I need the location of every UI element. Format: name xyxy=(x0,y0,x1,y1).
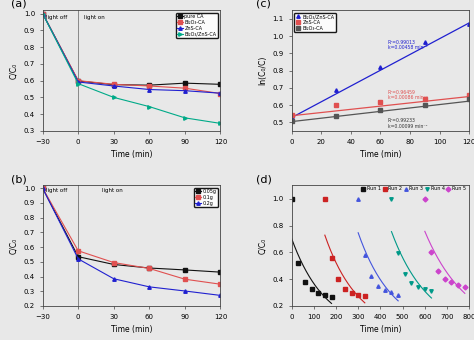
0.2g xyxy=(182,289,188,293)
Bi₂O₃/ZnS-CA xyxy=(146,105,152,109)
pure CA xyxy=(146,83,152,87)
Legend: Run 1, Run 2, Run 3, Run 4, Run 5: Run 1, Run 2, Run 3, Run 4, Run 5 xyxy=(360,185,467,192)
Y-axis label: C/C₀: C/C₀ xyxy=(258,238,267,254)
Line: ZnS-CA: ZnS-CA xyxy=(41,12,222,95)
0.2g xyxy=(218,293,223,298)
ZnS-CA xyxy=(75,80,81,84)
Bi₂O₃/ZnS-CA xyxy=(466,22,472,26)
ZnS-CA xyxy=(466,93,472,97)
0.1g xyxy=(111,260,117,265)
pure CA xyxy=(75,79,81,83)
Bi₂O₃-CA xyxy=(466,97,472,101)
ZnS-CA xyxy=(218,91,223,95)
Bi₂O₃-CA xyxy=(146,84,152,88)
0.2g xyxy=(111,277,117,281)
0.1g xyxy=(218,282,223,286)
0.05g xyxy=(182,268,188,272)
Line: 0.2g: 0.2g xyxy=(41,186,222,297)
ZnS-CA xyxy=(377,100,383,104)
Line: Bi₂O₃-CA: Bi₂O₃-CA xyxy=(41,12,222,95)
X-axis label: Time (min): Time (min) xyxy=(111,325,152,334)
Y-axis label: C/C₀: C/C₀ xyxy=(9,238,18,254)
Bi₂O₃/ZnS-CA xyxy=(182,116,188,120)
Bi₂O₃/ZnS-CA xyxy=(75,82,81,86)
Text: (a): (a) xyxy=(10,0,26,9)
Legend: Bi₂O₃/ZnS-CA, ZnS-CA, Bi₂O₃-CA: Bi₂O₃/ZnS-CA, ZnS-CA, Bi₂O₃-CA xyxy=(294,13,336,32)
ZnS-CA xyxy=(182,89,188,93)
Bi₂O₃-CA xyxy=(40,12,46,16)
Bi₂O₃-CA xyxy=(289,119,294,123)
pure CA xyxy=(111,83,117,87)
Bi₂O₃/ZnS-CA xyxy=(40,12,46,16)
Text: (c): (c) xyxy=(256,0,271,9)
0.05g xyxy=(40,186,46,190)
Bi₂O₃-CA xyxy=(422,103,428,107)
ZnS-CA xyxy=(333,102,339,106)
Bi₂O₃/ZnS-CA xyxy=(377,65,383,69)
ZnS-CA xyxy=(40,12,46,16)
Text: R²=0.99013
k=0.00458 min⁻¹: R²=0.99013 k=0.00458 min⁻¹ xyxy=(388,39,428,50)
Line: pure CA: pure CA xyxy=(41,12,222,87)
pure CA xyxy=(40,12,46,16)
ZnS-CA xyxy=(289,113,294,117)
pure CA xyxy=(182,81,188,85)
Bi₂O₃-CA xyxy=(182,86,188,90)
Bi₂O₃-CA xyxy=(75,79,81,83)
ZnS-CA xyxy=(111,84,117,88)
Bi₂O₃-CA xyxy=(218,91,223,96)
Text: (d): (d) xyxy=(256,174,272,184)
0.1g xyxy=(75,249,81,253)
Line: 0.1g: 0.1g xyxy=(41,186,222,286)
ZnS-CA xyxy=(422,97,428,101)
X-axis label: Time (min): Time (min) xyxy=(360,150,401,159)
0.1g xyxy=(146,267,152,271)
Bi₂O₃/ZnS-CA xyxy=(333,88,339,92)
Bi₂O₃/ZnS-CA xyxy=(218,121,223,125)
0.05g xyxy=(146,266,152,270)
Text: light off: light off xyxy=(46,188,67,193)
Text: light off: light off xyxy=(46,15,67,20)
0.2g xyxy=(75,257,81,261)
0.05g xyxy=(218,270,223,274)
Line: Bi₂O₃/ZnS-CA: Bi₂O₃/ZnS-CA xyxy=(290,22,471,118)
Y-axis label: ln(C₀/C): ln(C₀/C) xyxy=(258,56,267,85)
0.05g xyxy=(111,262,117,267)
Bi₂O₃/ZnS-CA xyxy=(111,95,117,99)
0.1g xyxy=(182,277,188,281)
Line: ZnS-CA: ZnS-CA xyxy=(290,93,471,117)
X-axis label: Time (min): Time (min) xyxy=(360,325,401,334)
ZnS-CA xyxy=(146,87,152,91)
Text: R²=0.96459
k=0.00086 min⁻¹: R²=0.96459 k=0.00086 min⁻¹ xyxy=(388,89,428,100)
0.2g xyxy=(146,285,152,289)
Bi₂O₃/ZnS-CA xyxy=(422,40,428,44)
0.1g xyxy=(40,186,46,190)
Text: light on: light on xyxy=(84,15,105,20)
0.05g xyxy=(75,255,81,259)
Line: Bi₂O₃/ZnS-CA: Bi₂O₃/ZnS-CA xyxy=(41,12,222,125)
Line: Bi₂O₃-CA: Bi₂O₃-CA xyxy=(290,97,471,123)
Bi₂O₃/ZnS-CA xyxy=(289,114,294,118)
X-axis label: Time (min): Time (min) xyxy=(111,150,152,159)
Text: (b): (b) xyxy=(10,174,27,184)
Bi₂O₃-CA xyxy=(333,114,339,118)
0.2g xyxy=(40,186,46,190)
Text: R²=0.99233
k=0.00099 min⁻¹: R²=0.99233 k=0.00099 min⁻¹ xyxy=(388,118,428,129)
Text: light on: light on xyxy=(102,188,123,193)
Legend: 0.05g, 0.1g, 0.2g: 0.05g, 0.1g, 0.2g xyxy=(194,188,218,207)
Y-axis label: C/C₀: C/C₀ xyxy=(9,63,18,79)
Line: 0.05g: 0.05g xyxy=(41,186,222,274)
Bi₂O₃-CA xyxy=(111,82,117,86)
Legend: pure CA, Bi₂O₃-CA, ZnS-CA, Bi₂O₃/ZnS-CA: pure CA, Bi₂O₃-CA, ZnS-CA, Bi₂O₃/ZnS-CA xyxy=(176,13,218,38)
Bi₂O₃-CA xyxy=(377,108,383,112)
pure CA xyxy=(218,82,223,86)
